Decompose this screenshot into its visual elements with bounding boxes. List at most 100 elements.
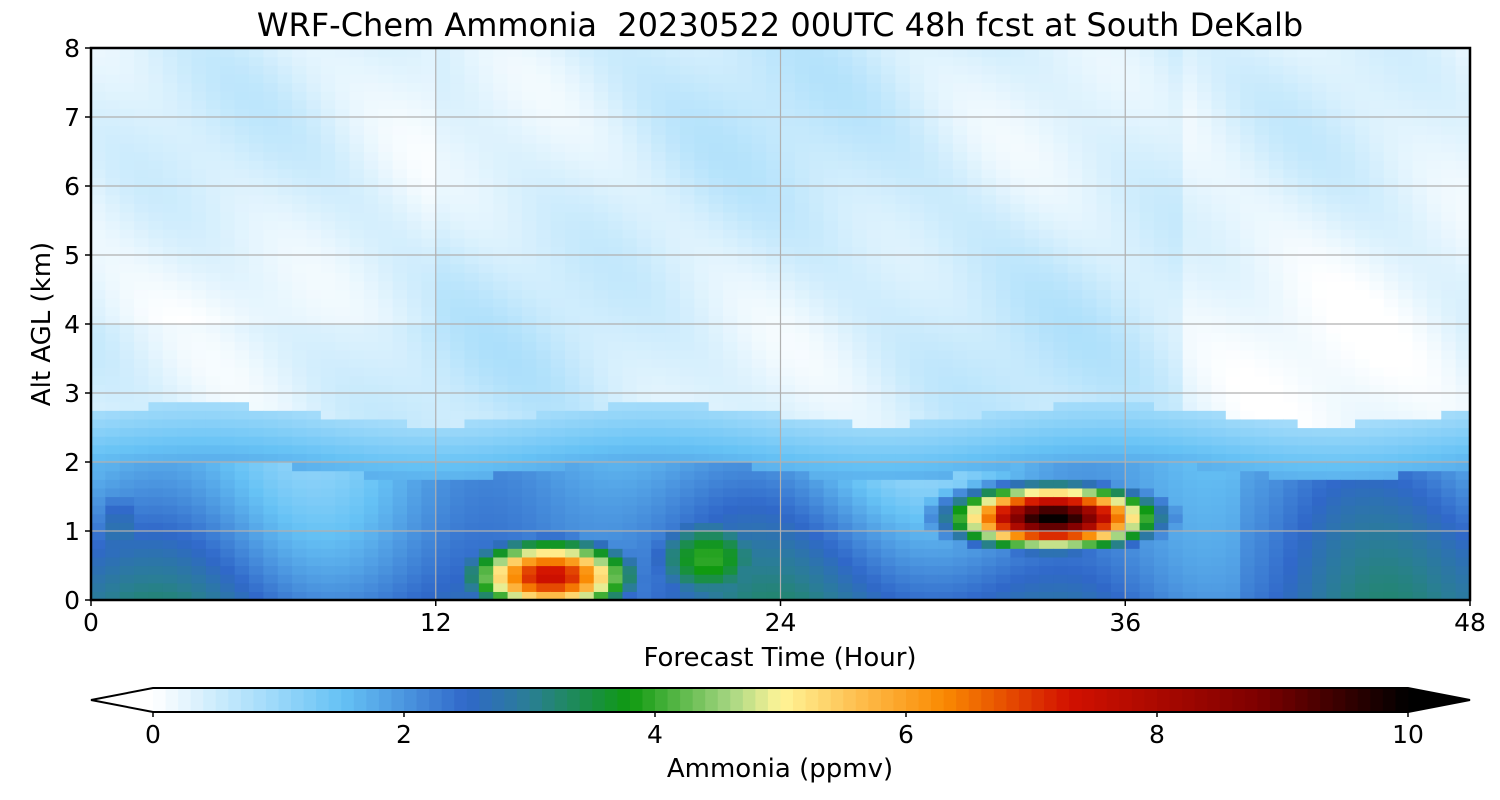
heatmap-cell — [866, 582, 882, 592]
heatmap-cell — [249, 513, 264, 523]
heatmap-cell — [895, 565, 911, 575]
heatmap-cell — [335, 479, 351, 489]
heatmap-cell — [421, 470, 437, 480]
heatmap-cell — [636, 436, 652, 446]
heatmap-cell — [679, 280, 695, 291]
heatmap-cell — [306, 134, 322, 144]
heatmap-cell — [464, 487, 480, 498]
heatmap-cell — [952, 272, 968, 282]
heatmap-cell — [967, 358, 983, 368]
heatmap-cell — [694, 151, 710, 161]
heatmap-cell — [349, 436, 365, 446]
heatmap-cell — [119, 341, 135, 351]
heatmap-cell — [536, 177, 552, 187]
heatmap-cell — [1039, 496, 1055, 506]
heatmap-cell — [651, 384, 667, 394]
heatmap-cell — [134, 220, 150, 230]
heatmap-cell — [593, 108, 609, 118]
heatmap-cell — [981, 315, 997, 325]
heatmap-cell — [464, 82, 480, 92]
heatmap-cell — [1125, 496, 1141, 506]
heatmap-cell — [1197, 91, 1213, 101]
heatmap-cell — [421, 522, 437, 532]
heatmap-cell — [435, 487, 451, 498]
heatmap-cell — [1168, 82, 1184, 92]
heatmap-cell — [1039, 211, 1055, 222]
heatmap-cell — [493, 444, 509, 454]
heatmap-cell — [622, 496, 638, 506]
heatmap-cell — [263, 117, 279, 127]
heatmap-cell — [794, 401, 810, 411]
heatmap-cell — [651, 73, 667, 84]
heatmap-cell — [579, 91, 595, 101]
heatmap-cell — [363, 134, 379, 144]
heatmap-cell — [967, 427, 983, 437]
heatmap-cell — [1096, 298, 1112, 308]
heatmap-cell — [435, 298, 451, 308]
heatmap-cell — [277, 272, 293, 282]
heatmap-cell — [550, 453, 566, 463]
heatmap-cell — [407, 99, 422, 109]
heatmap-cell — [421, 401, 437, 411]
heatmap-cell — [205, 160, 221, 170]
heatmap-cell — [162, 211, 178, 222]
heatmap-cell — [177, 393, 193, 403]
heatmap-cell — [407, 384, 422, 394]
heatmap-cell — [521, 134, 537, 144]
heatmap-cell — [1182, 255, 1198, 265]
heatmap-cell — [335, 349, 351, 360]
heatmap-cell — [1082, 160, 1098, 170]
heatmap-cell — [579, 341, 595, 351]
heatmap-cell — [450, 539, 466, 549]
heatmap-cell — [924, 582, 940, 592]
heatmap-cell — [909, 108, 925, 118]
heatmap-cell — [249, 470, 264, 480]
heatmap-cell — [435, 358, 451, 368]
heatmap-cell — [1010, 487, 1026, 498]
heatmap-cell — [1082, 427, 1098, 437]
heatmap-cell — [363, 194, 379, 204]
heatmap-cell — [679, 496, 695, 506]
heatmap-cell — [507, 565, 523, 575]
heatmap-cell — [234, 324, 250, 334]
heatmap-cell — [651, 358, 667, 368]
heatmap-cell — [421, 99, 437, 109]
heatmap-cell — [766, 444, 782, 454]
heatmap-cell — [320, 117, 336, 127]
heatmap-cell — [823, 194, 839, 204]
heatmap-cell — [608, 582, 624, 592]
heatmap-cell — [1110, 203, 1126, 213]
heatmap-cell — [593, 539, 609, 549]
heatmap-cell — [766, 73, 782, 84]
heatmap-cell — [708, 203, 724, 213]
heatmap-cell — [636, 56, 652, 66]
heatmap-cell — [636, 280, 652, 291]
heatmap-cell — [952, 539, 968, 549]
heatmap-cell — [1053, 513, 1069, 523]
heatmap-cell — [1053, 418, 1069, 429]
heatmap-cell — [335, 375, 351, 385]
heatmap-cell — [148, 582, 164, 592]
heatmap-cell — [924, 591, 940, 600]
heatmap-cell — [407, 349, 422, 360]
heatmap-cell — [938, 591, 954, 600]
heatmap-cell — [1153, 65, 1169, 75]
heatmap-cell — [507, 125, 523, 135]
heatmap-cell — [694, 487, 710, 498]
heatmap-cell — [392, 125, 408, 135]
heatmap-cell — [809, 91, 825, 101]
heatmap-cell — [967, 341, 983, 351]
heatmap-cell — [521, 349, 537, 360]
heatmap-cell — [249, 315, 264, 325]
heatmap-cell — [694, 229, 710, 239]
heatmap-cell — [823, 410, 839, 420]
heatmap-cell — [924, 470, 940, 480]
heatmap-cell — [435, 401, 451, 411]
heatmap-cell — [938, 470, 954, 480]
heatmap-cell — [723, 186, 738, 196]
heatmap-cell — [1082, 246, 1098, 256]
heatmap-cell — [177, 436, 193, 446]
heatmap-cell — [694, 117, 710, 127]
heatmap-cell — [1039, 203, 1055, 213]
heatmap-cell — [881, 349, 897, 360]
